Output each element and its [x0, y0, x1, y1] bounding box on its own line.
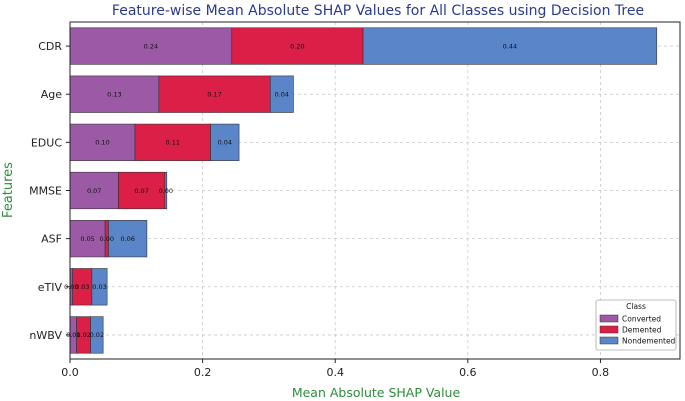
bar-segment-nondemented	[210, 123, 240, 161]
legend-swatch-converted	[599, 314, 619, 323]
category-label: MMSE	[29, 185, 62, 198]
data-label: 0.07	[87, 187, 101, 195]
data-label: 0.00	[100, 235, 114, 243]
bar-segment-nondemented	[90, 316, 104, 354]
y-axis-title: Features	[1, 162, 16, 218]
x-tick-label: 0.2	[194, 366, 212, 379]
bar-segment-nondemented	[269, 75, 294, 113]
bar-segment-converted	[69, 123, 136, 161]
bar-segment-converted	[69, 220, 106, 258]
data-label: 0.24	[144, 42, 158, 50]
category-label: ASF	[41, 233, 62, 246]
data-label: 0.44	[503, 42, 517, 50]
x-axis-title: Mean Absolute SHAP Value	[292, 385, 461, 400]
legend-swatch-nondemented	[599, 336, 619, 345]
legend: Class Converted Demented Nondemented	[595, 299, 677, 351]
bar-segment-nondemented	[362, 27, 658, 65]
bar-segment-nondemented	[108, 220, 148, 258]
data-label: 0.00	[64, 283, 78, 291]
chart-title: Feature-wise Mean Absolute SHAP Values f…	[112, 3, 644, 19]
data-label: 0.17	[207, 91, 221, 99]
x-tick-label: 0.4	[326, 366, 344, 379]
data-label: 0.13	[107, 91, 121, 99]
data-label: 0.10	[95, 139, 109, 147]
legend-title: Class	[626, 302, 646, 311]
category-label: CDR	[38, 40, 62, 53]
data-label: 0.02	[90, 331, 104, 339]
y-axis-ticks: CDR Age EDUC MMSE ASF eTIV nWBV	[29, 40, 70, 342]
data-label: 0.20	[290, 42, 304, 50]
category-label: nWBV	[29, 329, 62, 342]
legend-label-demented: Demented	[622, 326, 662, 335]
bar-segment-demented	[118, 171, 166, 210]
data-label: 0.07	[134, 187, 148, 195]
data-label: 0.00	[159, 187, 173, 195]
x-axis-ticks: 0.0 0.2 0.4 0.6 0.8	[61, 359, 609, 379]
data-label: 0.04	[218, 139, 232, 147]
category-label: EDUC	[31, 136, 62, 149]
data-label: 0.03	[75, 283, 89, 291]
legend-swatch-demented	[599, 325, 619, 334]
bar-segment-nondemented	[164, 171, 168, 210]
category-label: Age	[41, 88, 63, 101]
category-label: eTIV	[38, 281, 63, 294]
data-label: 0.02	[76, 331, 90, 339]
data-labels: 0.24 0.20 0.44 0.13 0.17 0.04 0.10 0.11 0.04 0.07…	[64, 42, 517, 339]
bar-segment-converted	[69, 171, 119, 210]
bar-segment-nondemented	[91, 268, 108, 306]
bar-segment-demented	[158, 75, 271, 113]
data-label: 0.11	[166, 139, 180, 147]
x-tick-label: 0.0	[61, 366, 79, 379]
data-label: 0.06	[120, 235, 134, 243]
data-label: 0.05	[80, 235, 94, 243]
legend-label-nondemented: Nondemented	[622, 337, 676, 346]
bars	[69, 27, 658, 354]
bar-segment-converted	[69, 75, 160, 113]
bar-segment-demented	[134, 123, 211, 161]
x-tick-label: 0.8	[592, 366, 610, 379]
legend-label-converted: Converted	[622, 315, 661, 324]
data-label: 0.01	[66, 331, 80, 339]
x-tick-label: 0.6	[459, 366, 477, 379]
legend-items: Converted Demented Nondemented	[599, 314, 676, 346]
data-label: 0.04	[275, 91, 289, 99]
bar-segment-converted	[69, 27, 233, 65]
data-label: 0.03	[92, 283, 106, 291]
